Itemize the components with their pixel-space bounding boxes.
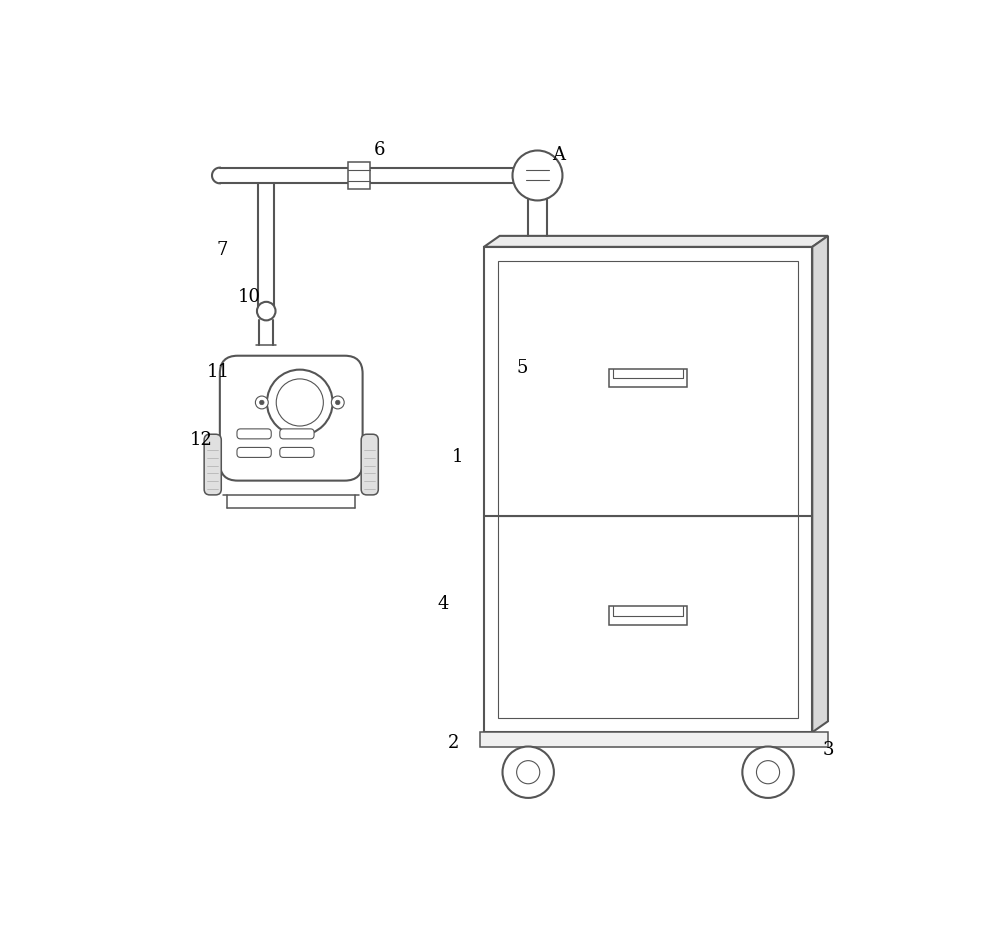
Text: 12: 12 — [190, 430, 213, 449]
Circle shape — [756, 761, 780, 783]
Circle shape — [276, 379, 323, 426]
FancyBboxPatch shape — [280, 429, 314, 438]
FancyBboxPatch shape — [237, 448, 271, 457]
Text: 2: 2 — [448, 734, 460, 752]
Circle shape — [517, 761, 540, 783]
Circle shape — [331, 396, 344, 409]
FancyBboxPatch shape — [204, 434, 221, 495]
Circle shape — [255, 396, 268, 409]
Text: 3: 3 — [823, 741, 834, 759]
Text: 11: 11 — [207, 362, 230, 381]
Circle shape — [512, 150, 562, 200]
FancyBboxPatch shape — [280, 448, 314, 457]
Text: 7: 7 — [216, 241, 228, 260]
FancyBboxPatch shape — [237, 429, 271, 438]
Circle shape — [336, 400, 340, 405]
Circle shape — [257, 302, 276, 321]
Bar — [484, 247, 812, 732]
Bar — [348, 162, 370, 189]
Circle shape — [742, 746, 794, 798]
Text: 5: 5 — [516, 359, 527, 377]
Polygon shape — [484, 235, 828, 247]
Bar — [609, 369, 687, 387]
Text: 10: 10 — [238, 287, 261, 306]
FancyBboxPatch shape — [220, 356, 363, 480]
Circle shape — [267, 370, 333, 436]
Text: A: A — [552, 146, 565, 164]
Text: 6: 6 — [373, 142, 385, 159]
Text: 4: 4 — [438, 595, 449, 613]
FancyBboxPatch shape — [361, 434, 378, 495]
Bar — [480, 732, 828, 746]
Circle shape — [503, 746, 554, 798]
Bar — [609, 606, 687, 625]
Circle shape — [260, 400, 264, 405]
Polygon shape — [812, 235, 828, 732]
Bar — [498, 261, 798, 718]
Text: 1: 1 — [452, 449, 463, 466]
Circle shape — [530, 171, 542, 183]
